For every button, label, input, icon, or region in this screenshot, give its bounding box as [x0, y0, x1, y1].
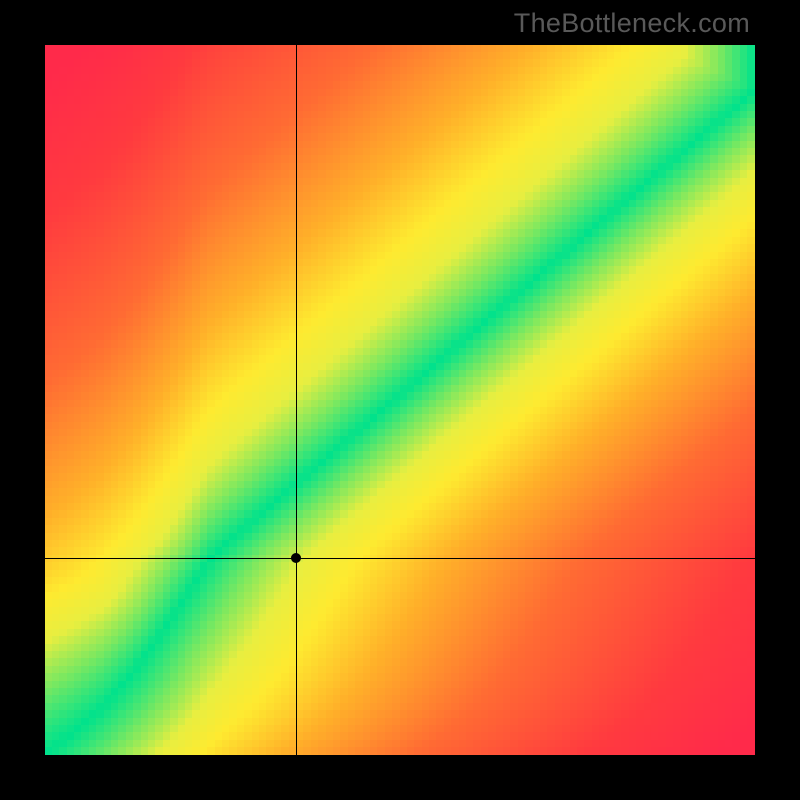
- heatmap-canvas: [45, 45, 755, 755]
- crosshair-vertical: [296, 45, 297, 755]
- watermark-text: TheBottleneck.com: [514, 8, 750, 39]
- crosshair-marker: [291, 553, 301, 563]
- crosshair-horizontal: [45, 558, 755, 559]
- heatmap-plot: [45, 45, 755, 755]
